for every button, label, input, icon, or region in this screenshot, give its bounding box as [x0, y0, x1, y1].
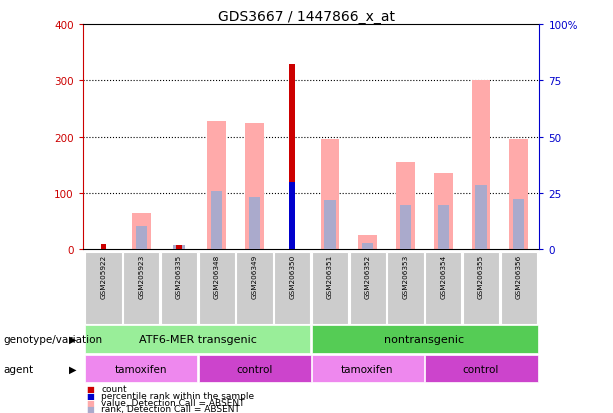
Bar: [312, 252, 348, 324]
Bar: [211, 192, 223, 250]
Text: GSM206356: GSM206356: [516, 254, 522, 298]
Text: agent: agent: [3, 364, 33, 374]
Bar: [513, 199, 524, 250]
Text: GSM206355: GSM206355: [478, 254, 484, 298]
Bar: [324, 200, 336, 250]
Bar: [289, 183, 295, 250]
Text: ■: ■: [86, 391, 94, 400]
Bar: [176, 245, 182, 250]
Text: tamoxifen: tamoxifen: [115, 364, 167, 374]
Bar: [289, 65, 295, 250]
Text: GSM206349: GSM206349: [251, 254, 257, 298]
Bar: [362, 243, 373, 250]
Text: ■: ■: [86, 398, 94, 407]
Bar: [161, 252, 197, 324]
Bar: [312, 355, 424, 382]
Bar: [396, 163, 415, 250]
Text: GSM206351: GSM206351: [327, 254, 333, 298]
Bar: [425, 355, 538, 382]
Text: ▶: ▶: [69, 364, 77, 374]
Bar: [312, 325, 538, 353]
Text: ATF6-MER transgenic: ATF6-MER transgenic: [139, 334, 256, 344]
Bar: [387, 252, 424, 324]
Text: rank, Detection Call = ABSENT: rank, Detection Call = ABSENT: [101, 404, 240, 413]
Bar: [207, 121, 226, 250]
Bar: [123, 252, 159, 324]
Bar: [101, 244, 106, 250]
Text: GSM205922: GSM205922: [101, 254, 107, 298]
Bar: [321, 140, 340, 250]
Bar: [85, 252, 121, 324]
Bar: [249, 197, 260, 250]
Bar: [199, 355, 311, 382]
Bar: [237, 252, 273, 324]
Text: GSM206335: GSM206335: [176, 254, 182, 298]
Text: GSM206350: GSM206350: [289, 254, 295, 298]
Text: ■: ■: [86, 404, 94, 413]
Bar: [85, 355, 197, 382]
Bar: [135, 226, 147, 250]
Bar: [509, 140, 528, 250]
Bar: [245, 123, 264, 250]
Text: GSM206348: GSM206348: [214, 254, 219, 298]
Text: count: count: [101, 385, 127, 394]
Text: control: control: [236, 364, 272, 374]
Text: value, Detection Call = ABSENT: value, Detection Call = ABSENT: [101, 398, 245, 407]
Bar: [400, 206, 411, 250]
Bar: [358, 236, 377, 250]
Text: GSM206354: GSM206354: [440, 254, 446, 298]
Text: nontransgenic: nontransgenic: [384, 334, 465, 344]
Bar: [434, 174, 452, 250]
Bar: [471, 81, 490, 250]
Bar: [85, 325, 310, 353]
Bar: [199, 252, 235, 324]
Bar: [132, 213, 151, 250]
Bar: [349, 252, 386, 324]
Text: GSM206353: GSM206353: [403, 254, 408, 298]
Text: GDS3667 / 1447866_x_at: GDS3667 / 1447866_x_at: [218, 10, 395, 24]
Text: percentile rank within the sample: percentile rank within the sample: [101, 391, 254, 400]
Bar: [438, 206, 449, 250]
Text: genotype/variation: genotype/variation: [3, 334, 102, 344]
Bar: [475, 185, 487, 250]
Text: control: control: [462, 364, 499, 374]
Bar: [425, 252, 462, 324]
Text: GSM206352: GSM206352: [365, 254, 371, 298]
Text: GSM205923: GSM205923: [139, 254, 144, 298]
Text: ■: ■: [86, 385, 94, 394]
Bar: [173, 245, 185, 250]
Bar: [463, 252, 499, 324]
Text: ▶: ▶: [69, 334, 77, 344]
Text: tamoxifen: tamoxifen: [341, 364, 394, 374]
Bar: [274, 252, 310, 324]
Bar: [501, 252, 537, 324]
